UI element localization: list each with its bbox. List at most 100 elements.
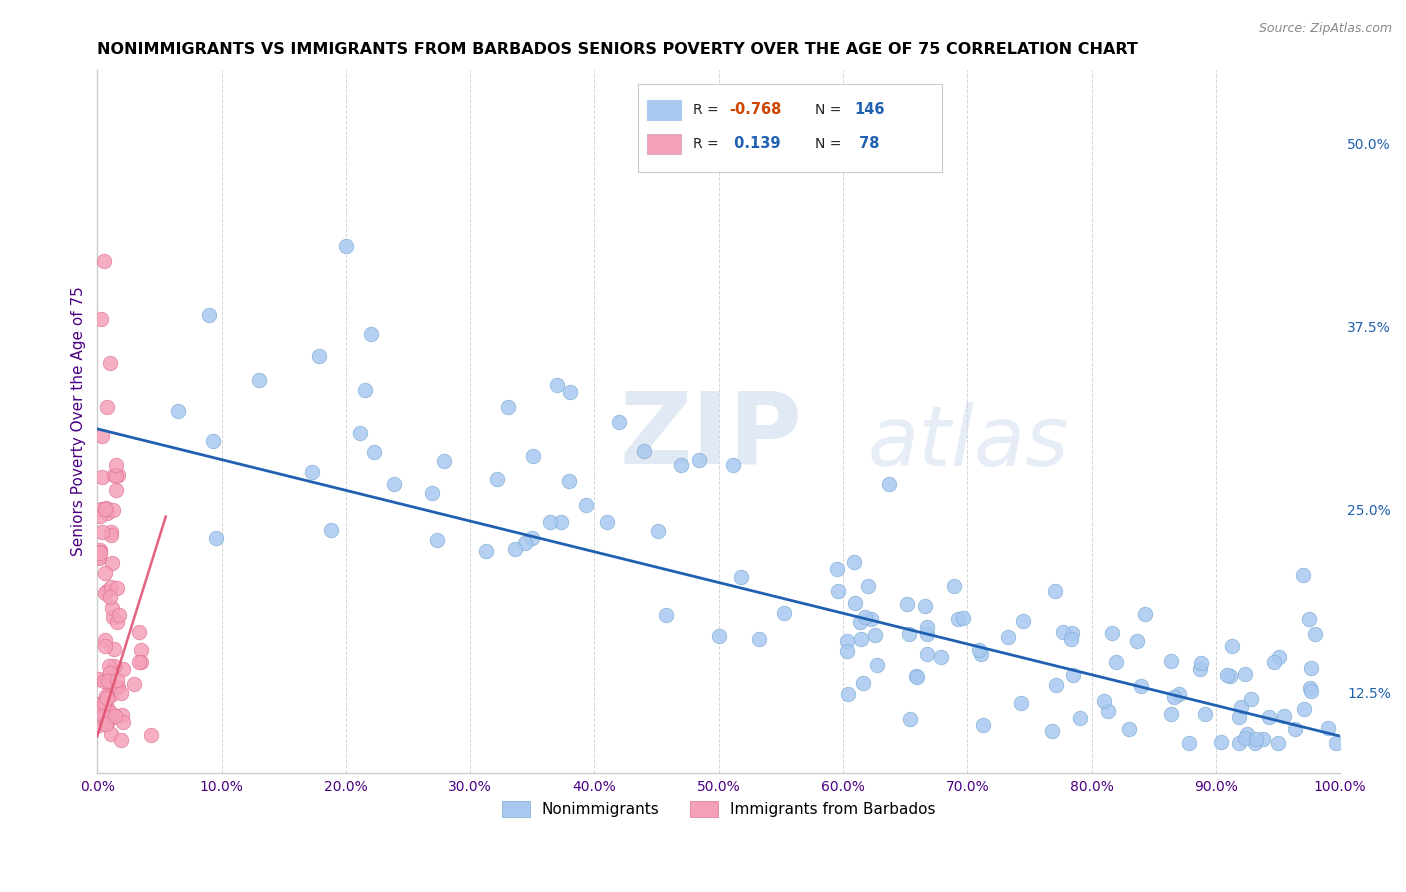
Point [946,612,969,626]
Point [90,312,112,326]
Point [87,550,110,565]
Point [105,615,128,629]
Point [103,641,125,656]
Point [1326,736,1348,750]
Point [1272,708,1295,723]
Point [1160,706,1182,721]
Point [969,643,991,657]
Point [773,606,796,620]
Point [844,596,866,610]
Point [128,624,150,639]
Point [1125,634,1147,648]
Point [112,715,135,730]
Point [505,542,527,557]
Point [1211,735,1233,749]
Point [943,579,966,593]
Point [1263,655,1285,669]
Point [91,429,114,443]
Point [897,626,920,640]
Point [1045,583,1067,598]
Point [1010,696,1032,710]
Point [97,673,120,688]
Point [101,610,124,624]
Point [852,676,875,690]
Point [498,400,520,414]
Point [915,619,938,633]
Point [575,498,598,512]
Point [972,718,994,732]
Point [360,326,382,341]
Point [129,655,152,669]
Point [96,506,118,520]
Point [205,531,228,545]
Point [91,470,114,484]
Point [898,712,921,726]
Point [914,599,936,613]
Point [426,533,449,547]
Point [730,570,752,584]
Point [1130,679,1153,693]
Point [100,580,122,594]
Point [104,483,127,497]
Point [688,452,710,467]
Point [835,634,858,648]
Point [1160,655,1182,669]
Point [1230,700,1253,714]
Point [321,523,343,537]
Point [748,632,770,647]
Point [301,465,323,479]
Point [849,615,872,629]
Point [91,709,114,723]
Point [335,239,357,253]
Point [1178,736,1201,750]
Point [100,688,122,702]
Point [827,583,849,598]
Point [349,426,371,441]
Point [107,607,129,622]
Point [1189,656,1212,670]
Point [952,611,974,625]
Point [103,659,125,673]
Point [596,515,619,529]
Point [1244,731,1267,746]
Point [485,472,508,486]
Point [96,584,118,599]
Point [105,581,128,595]
Point [105,468,128,483]
Point [1268,650,1291,665]
Point [382,477,405,491]
Point [94,694,117,708]
Point [856,579,879,593]
Point [96,691,118,706]
Y-axis label: Seniors Poverty Over the Age of 75: Seniors Poverty Over the Age of 75 [72,286,86,557]
Point [96,400,118,414]
Point [197,309,219,323]
Point [1292,568,1315,582]
Point [94,639,117,653]
Point [859,612,882,626]
Point [538,515,561,529]
Point [1097,705,1119,719]
Point [1069,711,1091,725]
Point [550,515,572,529]
Point [1299,681,1322,696]
Point [100,727,122,741]
Point [837,644,859,658]
Point [671,458,693,473]
Point [202,434,225,448]
Point [997,630,1019,644]
Point [111,707,134,722]
Point [969,647,991,661]
Point [1105,655,1128,669]
Point [1316,721,1339,735]
Point [89,545,111,559]
Point [94,586,117,600]
Point [96,501,118,516]
Point [94,566,117,581]
Point [96,714,118,729]
Text: ZIP: ZIP [619,387,803,484]
Point [849,632,872,646]
Point [863,628,886,642]
Point [1220,639,1243,653]
Point [1101,625,1123,640]
